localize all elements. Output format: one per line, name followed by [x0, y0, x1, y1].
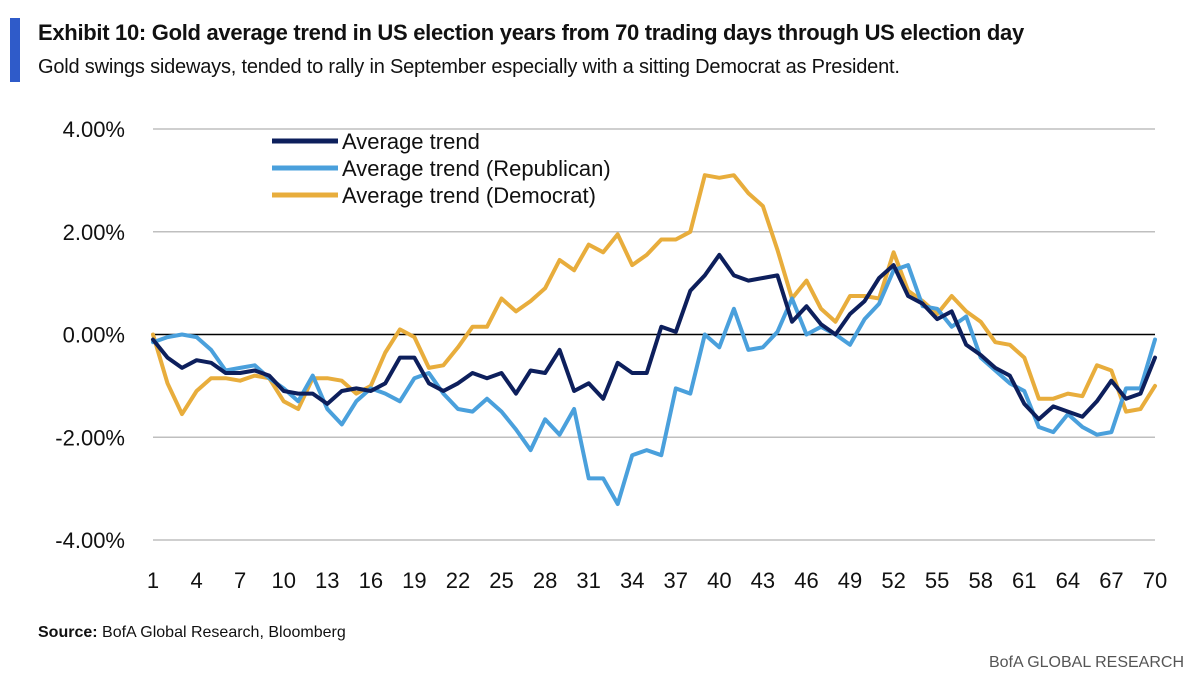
x-tick-label: 43	[751, 568, 775, 593]
x-tick-label: 67	[1099, 568, 1123, 593]
x-tick-label: 1	[147, 568, 159, 593]
y-tick-label: 4.00%	[63, 117, 125, 142]
x-tick-label: 13	[315, 568, 339, 593]
series-layer	[151, 173, 1157, 506]
legend-label: Average trend	[342, 129, 480, 154]
x-axis: 1 4 7 10 13 16 19 22 25 28 31 34 37 40 43 46 49 52 55 58 61 6…	[147, 568, 1167, 593]
x-tick-label: 28	[533, 568, 557, 593]
y-axis: 4.00% 2.00% 0.00% -2.00% -4.00%	[55, 117, 125, 553]
chart-title: Exhibit 10: Gold average trend in US ele…	[38, 20, 1024, 45]
legend-item: Average trend	[272, 129, 480, 154]
x-tick-label: 61	[1012, 568, 1036, 593]
x-tick-label: 19	[402, 568, 426, 593]
x-tick-label: 34	[620, 568, 644, 593]
accent-bar	[10, 18, 20, 82]
x-tick-label: 70	[1143, 568, 1167, 593]
x-tick-label: 58	[968, 568, 992, 593]
x-tick-label: 37	[664, 568, 688, 593]
y-tick-label: 0.00%	[63, 323, 125, 348]
x-tick-label: 46	[794, 568, 818, 593]
y-tick-label: -2.00%	[55, 425, 125, 450]
x-tick-label: 22	[446, 568, 470, 593]
series-line-average	[151, 252, 1157, 422]
y-tick-label: -4.00%	[55, 528, 125, 553]
x-tick-label: 49	[838, 568, 862, 593]
y-tick-label: 2.00%	[63, 220, 125, 245]
x-tick-label: 10	[271, 568, 295, 593]
grid-layer	[153, 128, 1155, 541]
x-tick-label: 7	[234, 568, 246, 593]
x-tick-label: 4	[190, 568, 202, 593]
x-tick-label: 64	[1056, 568, 1080, 593]
x-tick-label: 40	[707, 568, 731, 593]
legend-label: Average trend (Republican)	[342, 156, 611, 181]
legend-item: Average trend (Republican)	[272, 156, 611, 181]
x-tick-label: 52	[881, 568, 905, 593]
line-chart: 4.00% 2.00% 0.00% -2.00% -4.00% 1 4 7 10 13 16 19 2…	[55, 117, 1167, 593]
x-tick-label: 55	[925, 568, 949, 593]
legend-label: Average trend (Democrat)	[342, 183, 596, 208]
x-tick-label: 25	[489, 568, 513, 593]
source-label: Source:	[38, 624, 98, 641]
footer-brand: BofA GLOBAL RESEARCH	[988, 654, 1184, 671]
source-note: Source: BofA Global Research, Bloomberg	[38, 624, 346, 642]
source-text: BofA Global Research, Bloomberg	[97, 624, 346, 641]
x-tick-label: 16	[359, 568, 383, 593]
x-tick-label: 31	[576, 568, 600, 593]
legend-item: Average trend (Democrat)	[272, 183, 596, 208]
chart-subtitle: Gold swings sideways, tended to rally in…	[38, 56, 900, 78]
series-line-republican	[151, 263, 1157, 506]
series-line-democrat	[151, 173, 1157, 417]
